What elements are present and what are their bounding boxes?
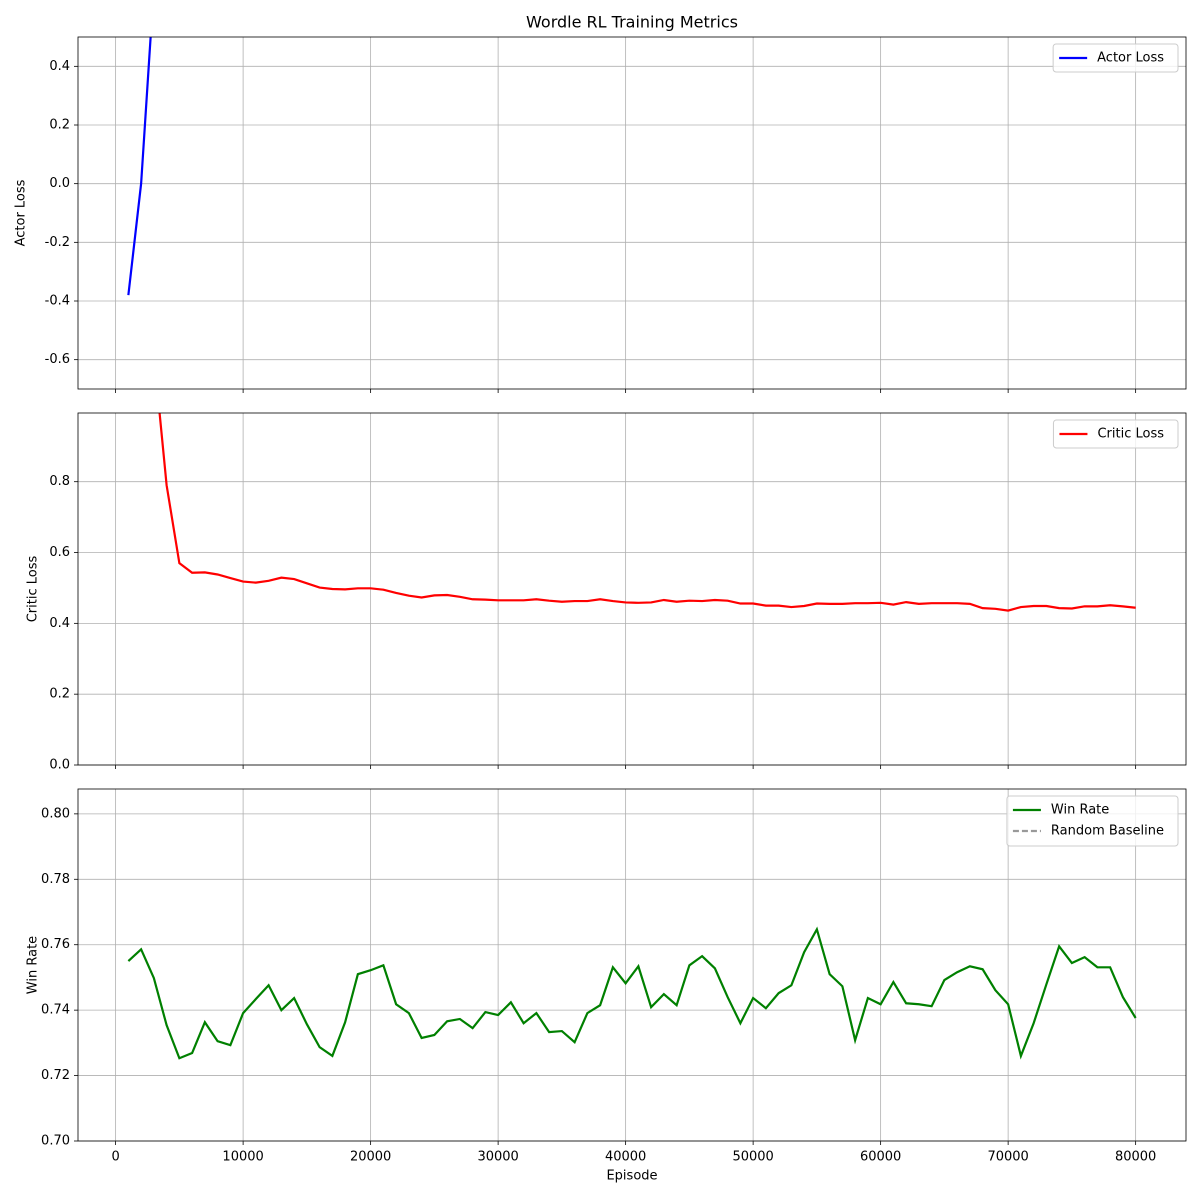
y-axis-label: Actor Loss [14,179,29,246]
y-tick-label: 0.0 [49,176,70,191]
x-tick-label: 30000 [477,1150,518,1165]
data-line [158,413,1136,612]
y-tick-label: 0.0 [49,758,70,773]
y-tick-label: -0.6 [45,352,70,367]
panel: -0.6 -0.4 -0.2 0.0 0.2 0.4 Wordle RL Training … [14,13,1187,393]
data-line [127,37,152,296]
x-axis-label: Episode [606,1169,657,1184]
legend-label: Random Baseline [1051,824,1164,839]
x-tick-label: 10000 [222,1150,263,1165]
y-tick-label: -0.2 [45,235,70,250]
y-tick-label: 0.2 [49,687,70,702]
legend-box [1052,419,1179,449]
y-tick-label: 0.76 [41,937,70,952]
legend-label: Actor Loss [1097,51,1164,66]
y-tick-label: 0.8 [49,474,70,489]
axes-frame [77,36,1187,390]
legend: Win Rate Random Baseline [1006,795,1179,847]
y-tick-label: 0.70 [41,1134,70,1149]
data-line [127,926,1137,1060]
y-axis-label: Critic Loss [26,556,41,623]
legend-label: Win Rate [1051,803,1109,818]
axes-frame [77,412,1187,766]
x-tick-label: 0 [111,1150,119,1165]
y-tick-label: 0.72 [41,1068,70,1083]
legend: Critic Loss [1052,419,1179,449]
y-tick-label: 0.80 [41,806,70,821]
y-tick-label: 0.4 [49,616,70,631]
panel: 0 10000 20000 30000 40000 50000 60000 70000 8000… [26,788,1187,1184]
x-tick-label: 20000 [350,1150,391,1165]
y-axis-label: Win Rate [26,936,41,994]
legend-label: Critic Loss [1097,427,1164,442]
y-tick-label: -0.4 [45,294,70,309]
axes-frame [77,788,1187,1142]
y-tick-label: 0.2 [49,118,70,133]
legend: Actor Loss [1052,43,1179,73]
legend-box [1052,43,1179,73]
x-tick-label: 50000 [732,1150,773,1165]
y-tick-label: 0.4 [49,59,70,74]
chart-title: Wordle RL Training Metrics [526,13,738,32]
x-tick-label: 80000 [1115,1150,1156,1165]
x-tick-label: 70000 [987,1150,1028,1165]
x-tick-label: 60000 [860,1150,901,1165]
y-tick-label: 0.78 [41,872,70,887]
panel: 0.0 0.2 0.4 0.6 0.8 Critic Loss Critic Loss [26,412,1187,773]
x-tick-label: 40000 [605,1150,646,1165]
y-tick-label: 0.74 [41,1003,70,1018]
y-tick-label: 0.6 [49,545,70,560]
legend-box [1006,795,1179,847]
